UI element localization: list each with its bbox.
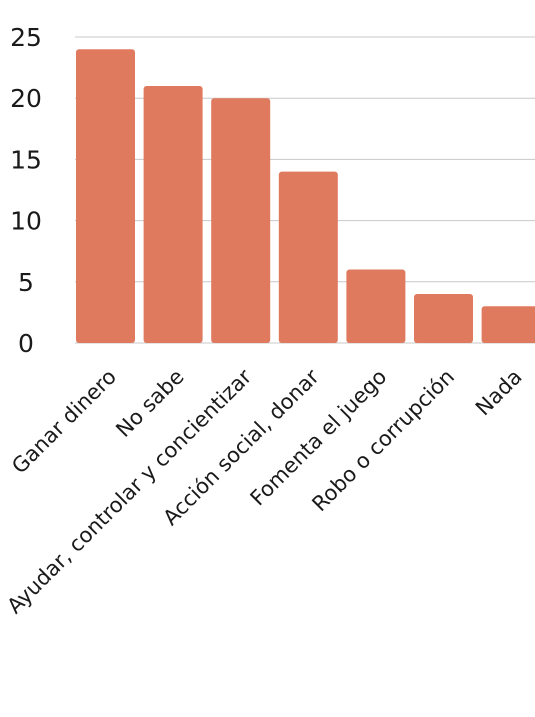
y-tick-label: 5 (18, 268, 34, 297)
y-tick-label: 0 (18, 329, 34, 358)
bars (76, 49, 535, 344)
bar (143, 85, 203, 344)
y-tick-label: 20 (10, 84, 42, 113)
x-tick-label: Nada (471, 365, 527, 421)
y-tick-label: 25 (10, 23, 42, 52)
bar (346, 269, 406, 343)
y-tick-label: 15 (10, 145, 42, 174)
bar (278, 171, 338, 343)
bar (481, 306, 535, 343)
x-tick-label: Ayudar, controlar y concientizar (2, 364, 256, 618)
bar (414, 294, 473, 343)
y-tick-label: 10 (10, 207, 42, 236)
bar (76, 49, 135, 344)
bar (211, 98, 271, 343)
y-axis: 0 5 10 15 20 25 (10, 23, 42, 358)
x-tick-label: Ganar dinero (7, 365, 121, 479)
